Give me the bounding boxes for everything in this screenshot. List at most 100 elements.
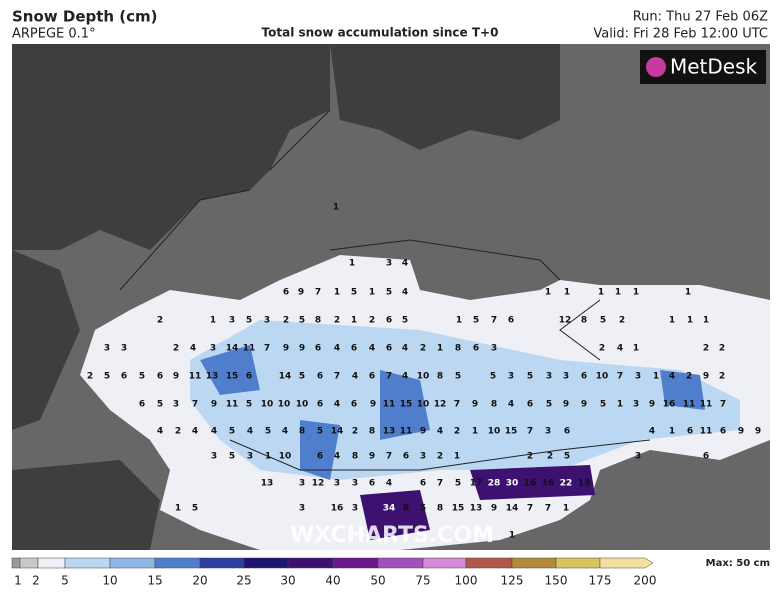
legend-label: 20 — [192, 574, 207, 588]
legend-label: 50 — [370, 574, 385, 588]
snow-depth-label: 8 — [437, 372, 443, 382]
snow-depth-label: 6 — [157, 372, 163, 382]
snow-depth-label: 12 — [312, 479, 325, 489]
snow-depth-label: 4 — [386, 479, 392, 489]
snow-depth-label: 5 — [455, 372, 461, 382]
snow-depth-label: 7 — [315, 288, 321, 298]
legend-swatch — [154, 557, 201, 569]
snow-depth-label: 1 — [545, 288, 551, 298]
legend-swatch — [511, 557, 557, 569]
snow-depth-label: 4 — [157, 427, 163, 437]
snow-depth-label: 10 — [488, 427, 501, 437]
snow-depth-label: 7 — [617, 372, 623, 382]
snow-depth-label: 2 — [703, 344, 709, 354]
snow-depth-label: 8 — [455, 344, 461, 354]
legend-swatch — [243, 557, 289, 569]
snow-depth-label: 9 — [283, 344, 289, 354]
snow-depth-label: 1 — [615, 288, 621, 298]
snow-depth-label: 3 — [264, 316, 270, 326]
snow-depth-label: 11 — [243, 344, 256, 354]
legend-swatch — [109, 557, 156, 569]
snow-depth-label: 4 — [282, 427, 288, 437]
snow-depth-label: 16 — [331, 504, 344, 514]
legend-label: 40 — [325, 574, 340, 588]
snow-depth-label: 6 — [351, 400, 357, 410]
legend-swatch — [287, 557, 334, 569]
snow-depth-label: 17 — [470, 479, 483, 489]
snow-depth-label: 13 — [470, 504, 483, 514]
snow-depth-label: 4 — [334, 452, 340, 462]
snow-depth-label: 6 — [283, 288, 289, 298]
snow-depth-label: 11 — [383, 400, 396, 410]
snow-depth-label: 3 — [299, 504, 305, 514]
snow-depth-label: 15 — [226, 372, 239, 382]
snow-depth-label: 5 — [564, 452, 570, 462]
snow-depth-label: 4 — [402, 288, 408, 298]
snow-depth-label: 8 — [403, 504, 409, 514]
map: 11 3 46 9 7 1 5 1 5 4 1 1 1 1 1 12 1 3 5 3 2 5 8 2 1 2 6 5 1 5 7 6 12 8 5 2… — [12, 44, 770, 550]
legend-swatch — [377, 557, 424, 569]
snow-depth-label: 6 — [581, 372, 587, 382]
snow-depth-label: 3 — [508, 372, 514, 382]
snow-depth-label: 2 — [175, 427, 181, 437]
legend-label: 30 — [280, 574, 295, 588]
snow-depth-label: 9 — [581, 400, 587, 410]
valid-time: Valid: Fri 28 Feb 12:00 UTC — [593, 27, 768, 42]
snow-depth-label: 5 — [546, 400, 552, 410]
snow-depth-label: 4 — [617, 344, 623, 354]
snow-depth-label: 3 — [229, 316, 235, 326]
legend-label: 25 — [236, 574, 251, 588]
snow-depth-label: 9 — [370, 400, 376, 410]
snow-depth-label: 7 — [527, 427, 533, 437]
snow-depth-label: 3 — [491, 344, 497, 354]
snow-depth-label: 7 — [527, 504, 533, 514]
snow-depth-label: 5 — [299, 372, 305, 382]
snow-depth-label: 2 — [619, 316, 625, 326]
snow-depth-label: 2 — [527, 452, 533, 462]
snow-depth-label: 2 — [352, 427, 358, 437]
snow-depth-label: 5 — [351, 288, 357, 298]
snow-depth-label: 6 — [527, 400, 533, 410]
logo-mark — [646, 57, 666, 77]
snow-depth-label: 1 — [456, 316, 462, 326]
legend-label: 2 — [32, 574, 40, 588]
legend-swatch — [422, 557, 467, 569]
snow-depth-label: 1 — [265, 452, 271, 462]
snow-depth-label: 13 — [383, 427, 396, 437]
snow-depth-label: 11 — [400, 427, 413, 437]
snow-depth-label: 6 — [420, 479, 426, 489]
legend-label: 10 — [102, 574, 117, 588]
snow-depth-label: 9 — [563, 400, 569, 410]
legend-swatch — [555, 557, 601, 569]
snow-depth-label: 3 — [352, 479, 358, 489]
snow-depth-label: 6 — [564, 427, 570, 437]
snow-depth-label: 4 — [247, 427, 253, 437]
snow-depth-label: 11 — [189, 372, 202, 382]
snow-depth-label: 4 — [402, 372, 408, 382]
snow-depth-label: 5 — [455, 479, 461, 489]
snow-depth-label: 2 — [686, 372, 692, 382]
snow-depth-label: 1 — [509, 531, 515, 541]
watermark: WXCHARTS.COM — [290, 523, 494, 548]
snow-depth-label: 9 — [420, 427, 426, 437]
snow-depth-label: 3 — [546, 372, 552, 382]
snow-depth-label: 9 — [755, 427, 761, 437]
snow-depth-label: 10 — [279, 452, 292, 462]
snow-depth-label: 5 — [192, 504, 198, 514]
snow-depth-label: 10 — [296, 400, 309, 410]
snow-depth-label: 6 — [139, 400, 145, 410]
legend-swatch — [332, 557, 379, 569]
legend-swatch — [19, 557, 39, 569]
snow-depth-label: 13 — [206, 372, 219, 382]
snow-depth-label: 6 — [720, 427, 726, 437]
atlantic — [12, 250, 80, 430]
model: ARPEGE 0.1° — [12, 27, 96, 42]
snow-depth-label: 5 — [299, 316, 305, 326]
snow-depth-label: 4 — [190, 344, 196, 354]
snow-depth-label: 6 — [317, 400, 323, 410]
snow-depth-label: 5 — [600, 316, 606, 326]
snow-depth-label: 3 — [299, 479, 305, 489]
snow-depth-label: 9 — [738, 427, 744, 437]
snow-depth-label: 1 — [598, 288, 604, 298]
snow-depth-label: 7 — [386, 372, 392, 382]
